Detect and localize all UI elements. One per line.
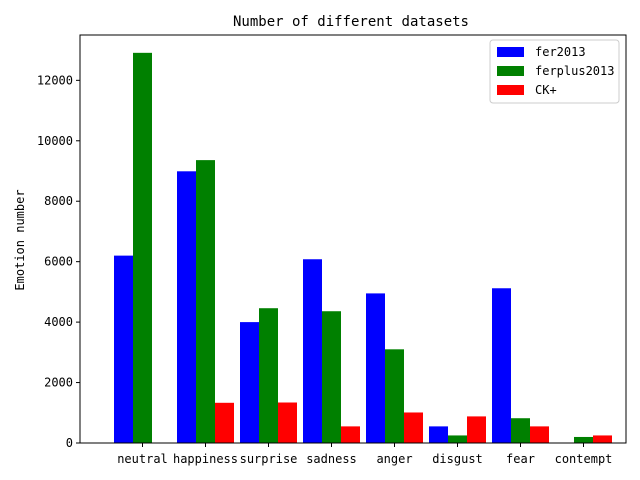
legend-label-ferplus2013: ferplus2013 <box>535 64 614 78</box>
legend-swatch-ferplus2013 <box>497 66 524 76</box>
legend-swatch-ck <box>497 85 524 95</box>
x-tick-label-surprise: surprise <box>240 452 298 466</box>
x-tick-label-anger: anger <box>376 452 412 466</box>
plot-frame <box>79 34 627 444</box>
bar-ferplus2013-contempt <box>574 436 593 443</box>
bar-ck-surprise <box>278 402 297 443</box>
legend: fer2013 ferplus2013 CK+ <box>489 39 620 104</box>
bar-ferplus2013-sadness <box>322 311 341 443</box>
bar-fer2013-anger <box>366 293 385 443</box>
bar-fer2013-disgust <box>429 426 448 443</box>
y-axis-label: Emotion number <box>13 189 27 290</box>
y-tick-label-10000: 10000 <box>37 134 73 148</box>
x-tick-label-contempt: contempt <box>555 452 613 466</box>
x-tick-label-happiness: happiness <box>173 452 238 466</box>
legend-label-fer2013: fer2013 <box>535 45 586 59</box>
x-tick-label-fear: fear <box>506 452 535 466</box>
bar-fer2013-fear <box>492 288 511 443</box>
bar-ck-disgust <box>467 416 486 443</box>
y-tick-label-12000: 12000 <box>37 73 73 87</box>
bar-fer2013-neutral <box>114 255 133 443</box>
axes-group: 0 2000 4000 6000 8000 10000 12000 neutral happin… <box>37 34 627 466</box>
bar-ferplus2013-surprise <box>259 308 278 443</box>
y-tick-label-8000: 8000 <box>44 194 73 208</box>
y-tick-label-2000: 2000 <box>44 376 73 390</box>
legend-swatch-fer2013 <box>497 47 524 57</box>
bar-ck-sadness <box>341 426 360 443</box>
chart-title: Number of different datasets <box>233 14 469 30</box>
x-tick-label-disgust: disgust <box>432 452 483 466</box>
y-tick-label-0: 0 <box>66 436 73 450</box>
bar-fer2013-happiness <box>177 171 196 444</box>
bar-ck-happiness <box>215 402 234 443</box>
x-tick-label-sadness: sadness <box>306 452 357 466</box>
bar-ck-anger <box>404 412 423 443</box>
bar-ferplus2013-anger <box>385 349 404 443</box>
bar-ck-contempt <box>593 435 612 443</box>
bar-ferplus2013-happiness <box>196 160 215 443</box>
bar-fer2013-sadness <box>303 259 322 443</box>
x-tick-label-neutral: neutral <box>117 452 168 466</box>
bars-group <box>114 52 612 444</box>
bar-ferplus2013-fear <box>511 418 530 443</box>
y-tick-label-6000: 6000 <box>44 255 73 269</box>
legend-label-ck: CK+ <box>535 83 557 97</box>
bar-ferplus2013-neutral <box>133 52 152 443</box>
y-tick-label-4000: 4000 <box>44 315 73 329</box>
bar-fer2013-surprise <box>240 322 259 443</box>
bar-ferplus2013-disgust <box>448 435 467 443</box>
bar-ck-fear <box>530 426 549 443</box>
